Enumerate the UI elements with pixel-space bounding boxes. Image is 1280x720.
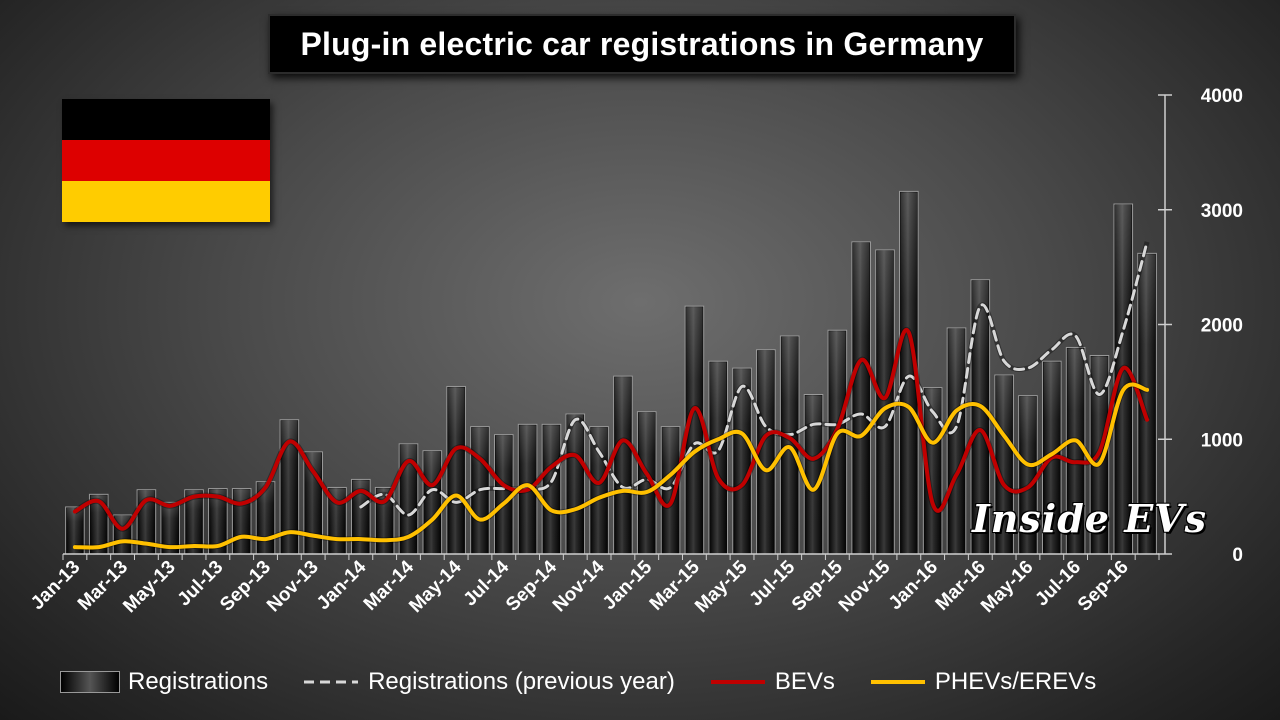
bar-highlight: [281, 420, 298, 553]
x-tick-label: Jan-13: [27, 557, 84, 614]
bar-highlight: [424, 451, 441, 553]
line-phevs: [72, 382, 1150, 550]
bar-highlight: [662, 427, 679, 553]
legend-item-bevs: BEVs: [709, 668, 835, 696]
bar-highlight: [257, 482, 274, 553]
bar-highlight: [543, 425, 560, 553]
chart-title-box: Plug-in electric car registrations in Ge…: [268, 14, 1016, 74]
x-tick-label: May-16: [977, 557, 1037, 617]
x-tick-label: Sep-16: [1074, 557, 1133, 616]
bar-highlight: [1067, 348, 1084, 553]
x-tick-label: Nov-15: [835, 556, 895, 616]
lines-layer: [72, 240, 1150, 551]
bar-highlight: [733, 369, 751, 553]
legend-label-bevs: BEVs: [774, 668, 835, 695]
germany-flag-icon: [62, 99, 270, 222]
y-tick-label: 3000: [1201, 201, 1243, 222]
x-tick-label: Nov-13: [263, 557, 323, 617]
bar-highlight: [66, 507, 84, 553]
bar-highlight: [638, 412, 656, 553]
bar-highlight: [447, 387, 465, 553]
x-tick-label: May-15: [691, 556, 752, 617]
bar-highlight: [995, 375, 1013, 553]
y-tick-label: 0: [1232, 545, 1243, 566]
legend: Registrations Registrations (previous ye…: [60, 662, 1240, 702]
bar-highlight: [900, 192, 918, 553]
bar-highlight: [1019, 396, 1037, 553]
legend-item-previous-year: Registrations (previous year): [302, 668, 675, 696]
y-tick-label: 4000: [1201, 86, 1243, 107]
x-tick-label: May-14: [405, 556, 466, 617]
watermark-logo: Inside EVs: [972, 496, 1208, 541]
bars-layer: [65, 190, 1157, 555]
bar-highlight: [829, 331, 846, 553]
chart-title: Plug-in electric car registrations in Ge…: [300, 25, 984, 62]
legend-label-previous-year: Registrations (previous year): [368, 668, 675, 695]
bar-highlight: [185, 490, 203, 553]
bar-highlight: [495, 435, 513, 553]
y-tick-label: 1000: [1201, 430, 1243, 451]
bar-highlight: [352, 480, 370, 553]
legend-swatch-bar: [60, 671, 120, 693]
legend-swatch-phevs: [870, 680, 925, 684]
bar-highlight: [614, 377, 632, 553]
x-tick-label: Nov-14: [549, 556, 609, 616]
legend-item-registrations: Registrations: [60, 668, 268, 696]
bar-highlight: [805, 395, 822, 553]
bar-highlight: [90, 495, 108, 553]
legend-item-phevs: PHEVs/EREVs: [869, 668, 1096, 696]
bar-highlight: [376, 488, 393, 553]
x-tick-label: Sep-14: [502, 556, 561, 615]
bar-highlight: [972, 280, 989, 553]
legend-label-registrations: Registrations: [128, 668, 269, 695]
flag-stripe-red: [62, 140, 270, 181]
bar-highlight: [400, 444, 417, 553]
flag-stripe-gold: [62, 181, 270, 222]
bar-highlight: [1114, 205, 1132, 553]
bar-highlight: [876, 250, 894, 553]
line-bevs: [72, 327, 1150, 531]
x-tick-label: Sep-15: [788, 556, 847, 615]
bar-highlight: [161, 503, 179, 553]
line-previous-year: [359, 240, 1149, 517]
bar-highlight: [686, 307, 703, 553]
bar-highlight: [590, 427, 608, 553]
legend-swatch-dashed: [304, 680, 359, 684]
x-tick-label: Jan-15: [599, 556, 657, 614]
x-tick-label: Sep-13: [216, 557, 275, 616]
y-tick-label: 2000: [1201, 316, 1243, 337]
bar-highlight: [566, 415, 584, 553]
bar-highlight: [1138, 254, 1156, 554]
bar-highlight: [852, 242, 870, 553]
bar-highlight: [948, 328, 965, 553]
flag-stripe-black: [62, 99, 270, 140]
legend-label-phevs: PHEVs/EREVs: [934, 668, 1097, 695]
legend-swatch-bevs: [710, 680, 765, 684]
bar-highlight: [781, 336, 798, 553]
bar-highlight: [757, 350, 775, 553]
bar-highlight: [209, 489, 227, 553]
x-tick-label: Jan-16: [885, 557, 942, 614]
x-tick-label: May-13: [119, 557, 179, 617]
x-tick-label: Jan-14: [313, 556, 371, 614]
bar-highlight: [709, 362, 727, 553]
